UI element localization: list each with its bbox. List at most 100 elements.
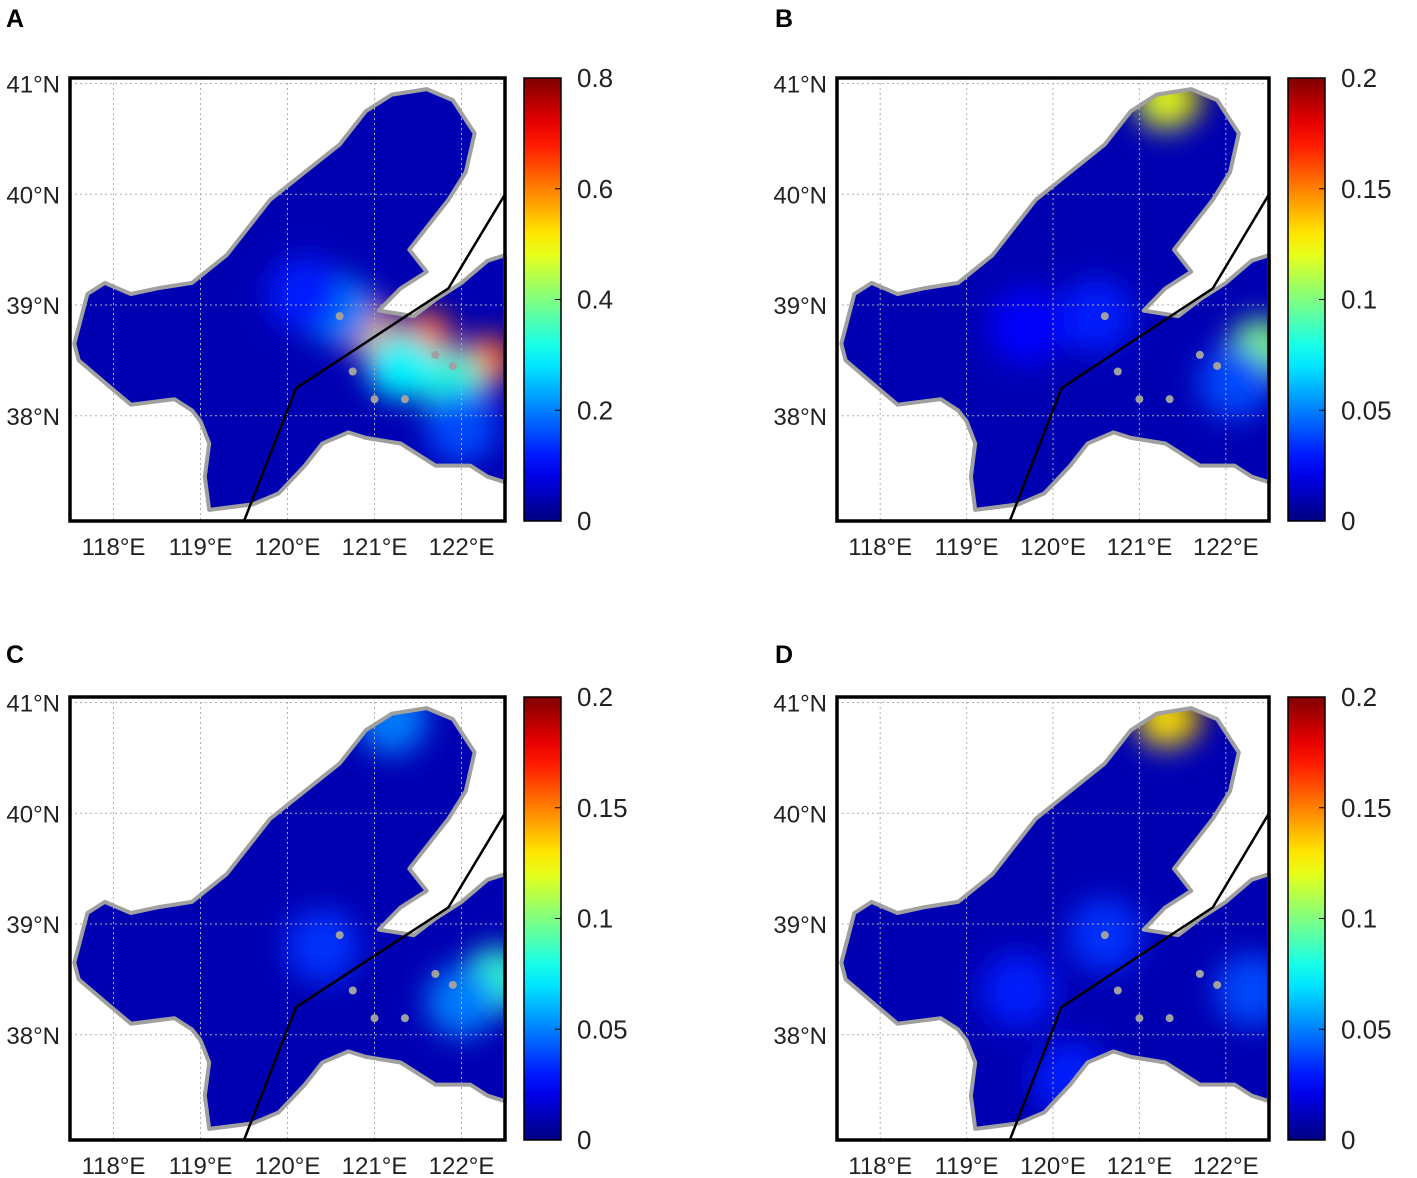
colorbar-tick-label: 0.2 [577, 682, 613, 712]
lon-tick-label: 121°E [1107, 534, 1173, 561]
lon-tick-label: 119°E [935, 534, 999, 561]
colorbar-tick-label: 0 [1341, 1125, 1355, 1155]
colorbar-tick-label: 0.05 [577, 1014, 628, 1044]
coastline [839, 87, 1271, 512]
boundary-line [1008, 193, 1271, 522]
lat-tick-label: 41°N [773, 72, 827, 99]
hotspot [1215, 954, 1269, 1027]
colorbar-tick-label: 0.1 [577, 904, 613, 934]
lon-tick-label: 119°E [169, 534, 233, 561]
colorbar-tick-label: 0.2 [1341, 63, 1377, 93]
panel-d: D 118°E 119°E 120°E 121°E 122°E 41°N 40°N 39°N 38… [773, 641, 1391, 1178]
island [1135, 395, 1144, 404]
colorbar-tick-label: 0.05 [1341, 395, 1392, 425]
lat-tick-label: 38°N [6, 1023, 60, 1050]
lat-tick-label: 40°N [773, 801, 827, 828]
map-frame [68, 695, 507, 1142]
hotspot [1198, 346, 1269, 419]
hotspot [267, 256, 343, 332]
value-hotspots [285, 708, 506, 1038]
hotspot [425, 390, 498, 464]
hotspot [1136, 89, 1195, 130]
island [1113, 367, 1122, 376]
island [1135, 1014, 1144, 1023]
lat-tick-label: 38°N [773, 1023, 827, 1050]
lon-tick-label: 122°E [429, 534, 495, 561]
colorbar-tick-label: 0.15 [1341, 174, 1392, 204]
graticule [70, 78, 505, 521]
island [1213, 980, 1222, 989]
sea-area [841, 89, 1269, 510]
hotspot [426, 966, 497, 1038]
panel-letter: B [775, 5, 793, 33]
island [1213, 361, 1222, 370]
value-hotspots [267, 256, 506, 464]
lat-tick-label: 38°N [773, 404, 827, 431]
lat-tick-label: 39°N [773, 293, 827, 320]
lon-tick-label: 120°E [1020, 534, 1086, 561]
lat-tick-label: 41°N [773, 691, 827, 718]
panel-letter: D [775, 641, 793, 669]
colorbar-tick-label: 0.1 [1341, 285, 1377, 315]
lon-tick-label: 121°E [1107, 1153, 1173, 1178]
island [335, 312, 344, 321]
lat-tick-label: 38°N [6, 404, 60, 431]
colorbar: 0 0.2 0.4 0.6 0.8 [523, 63, 613, 536]
lon-tick-label: 121°E [342, 534, 408, 561]
sea-area [74, 708, 506, 1129]
colorbar-scale [523, 696, 562, 1141]
sea-field [74, 708, 506, 1129]
colorbar-tick-label: 0.2 [577, 395, 613, 425]
boundary-line [242, 812, 507, 1141]
island [400, 1014, 409, 1023]
lat-tick-label: 40°N [6, 182, 60, 209]
panel-letter: A [6, 5, 24, 33]
lon-tick-label: 120°E [255, 1153, 321, 1178]
lon-tick-label: 120°E [255, 534, 321, 561]
island [400, 395, 409, 404]
colorbar-tick-label: 0 [577, 506, 591, 536]
island [1100, 312, 1109, 321]
map-frame [68, 76, 507, 523]
colorbar-tick-label: 0 [1341, 506, 1355, 536]
lon-tick-label: 122°E [1193, 534, 1259, 561]
island [370, 1014, 379, 1023]
hotspot [989, 289, 1065, 365]
colorbar-tick-label: 0.8 [577, 63, 613, 93]
lon-tick-label: 121°E [342, 1153, 408, 1178]
island [431, 969, 440, 978]
boundary-line [1008, 812, 1271, 1141]
lat-tick-label: 39°N [6, 912, 60, 939]
map-frame [835, 76, 1271, 523]
lon-tick-label: 122°E [429, 1153, 495, 1178]
island [448, 361, 457, 370]
lon-tick-label: 118°E [848, 1153, 912, 1178]
colorbar-scale [1287, 696, 1326, 1141]
island [348, 986, 357, 995]
island [1195, 969, 1204, 978]
colorbar-tick-label: 0.2 [1341, 682, 1377, 712]
island [370, 395, 379, 404]
colorbar-tick-label: 0.1 [1341, 904, 1377, 934]
hotspot [356, 708, 428, 755]
island [1113, 986, 1122, 995]
panel-b: B 118°E 119°E 120°E 121°E 122°E 41°N 40°N 39°N 38… [773, 5, 1391, 561]
colorbar-tick-label: 0.15 [1341, 793, 1392, 823]
lon-tick-label: 119°E [935, 1153, 999, 1178]
graticule [837, 78, 1269, 521]
lat-tick-label: 40°N [6, 801, 60, 828]
island [1165, 1014, 1174, 1023]
graticule [70, 697, 505, 1140]
lon-tick-label: 118°E [82, 1153, 146, 1178]
map-frame [835, 695, 1271, 1142]
hotspot [981, 953, 1056, 1028]
lat-tick-label: 40°N [773, 182, 827, 209]
hotspot [1137, 708, 1194, 748]
colorbar-tick-label: 0.6 [577, 174, 613, 204]
island [448, 980, 457, 989]
coastline [839, 706, 1271, 1131]
lon-tick-label: 118°E [848, 534, 912, 561]
boundary-line [242, 193, 507, 522]
lon-tick-label: 122°E [1193, 1153, 1259, 1178]
